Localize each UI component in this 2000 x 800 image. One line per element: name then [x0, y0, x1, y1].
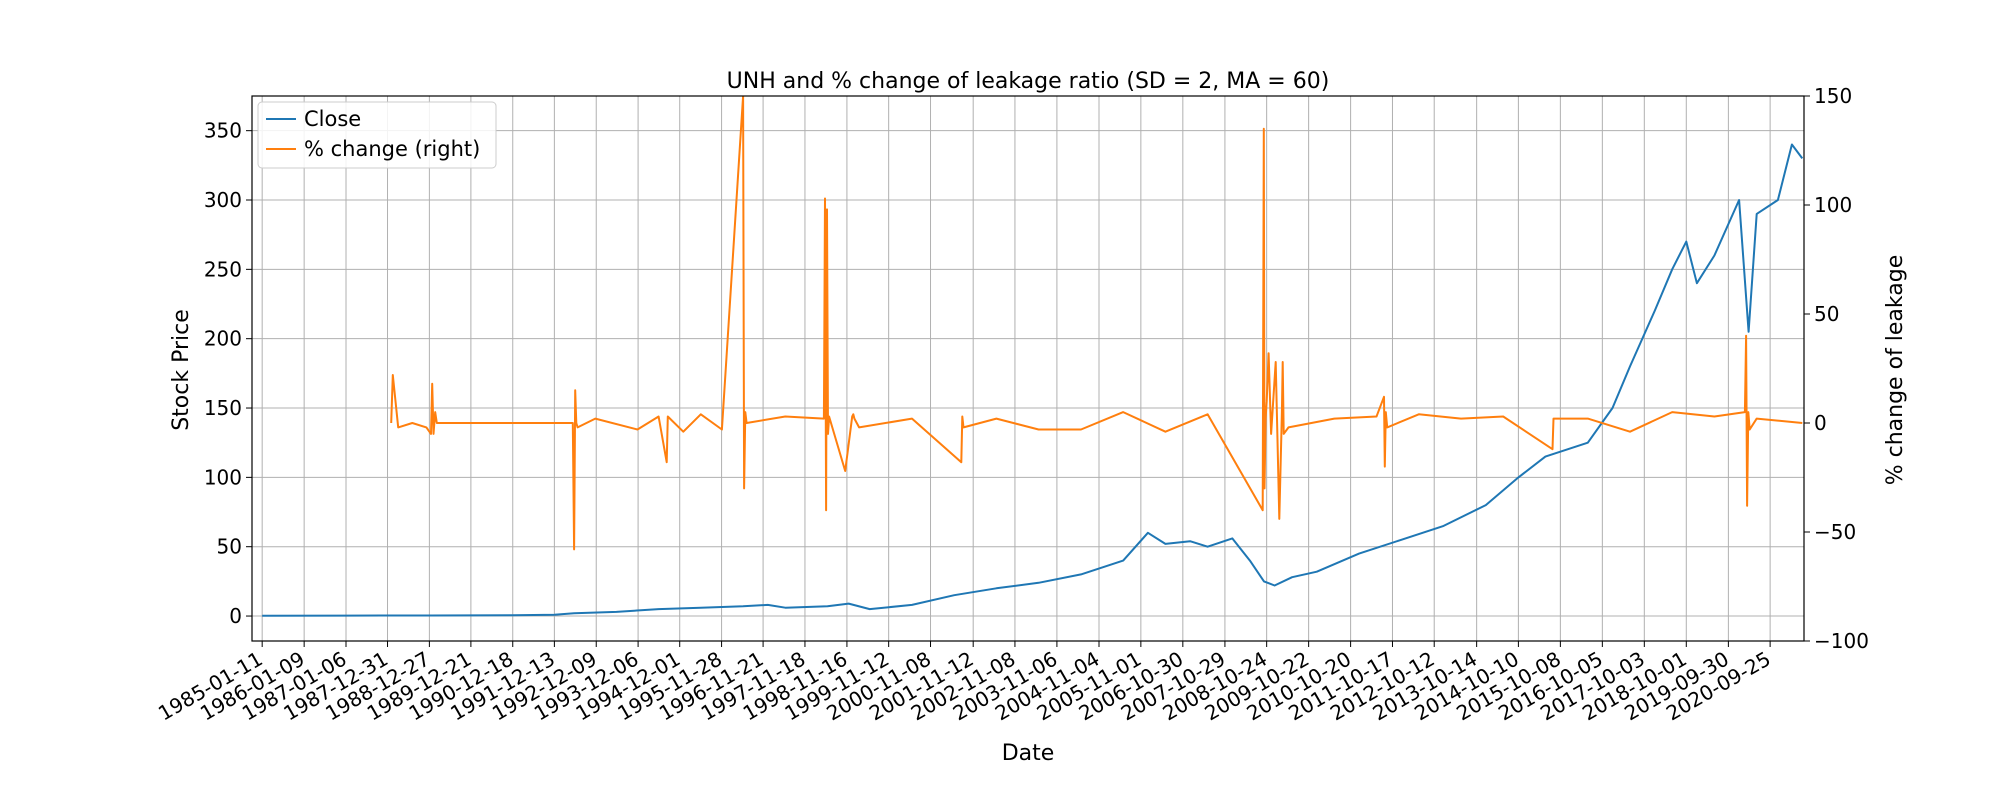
y-right-tick-label: 50	[1814, 302, 1839, 326]
series-line-pct-change	[390, 96, 1803, 551]
y-right-tick-label: 0	[1814, 411, 1827, 435]
grid	[252, 96, 1804, 641]
legend-label-pct-change: % change (right)	[304, 137, 480, 161]
ticks: 1985-01-111986-01-091987-01-061987-12-31…	[154, 84, 1869, 725]
y-right-tick-label: −50	[1814, 520, 1856, 544]
y-tick-label: 250	[204, 257, 242, 281]
x-axis-title: Date	[1002, 741, 1055, 766]
y-right-tick-label: 150	[1814, 84, 1852, 108]
legend-box	[257, 101, 497, 169]
legend: Close % change (right)	[257, 101, 497, 169]
series-line-close	[262, 143, 1804, 617]
y-tick-label: 100	[204, 465, 242, 489]
series-lines	[262, 96, 1804, 617]
y-right-tick-label: 100	[1814, 193, 1852, 217]
y-tick-label: 0	[229, 604, 242, 628]
y-tick-label: 350	[204, 119, 242, 143]
y-tick-label: 300	[204, 188, 242, 212]
y-right-tick-label: −100	[1814, 629, 1869, 653]
y-tick-label: 200	[204, 327, 242, 351]
y-tick-label: 50	[217, 535, 242, 559]
y-axis-right-title: % change of leakage	[1883, 255, 1908, 486]
y-axis-title: Stock Price	[169, 309, 194, 431]
y-tick-label: 150	[204, 396, 242, 420]
plot-area-frame	[251, 95, 1805, 642]
legend-label-close: Close	[304, 107, 361, 131]
chart-title: UNH and % change of leakage ratio (SD = …	[727, 69, 1330, 94]
